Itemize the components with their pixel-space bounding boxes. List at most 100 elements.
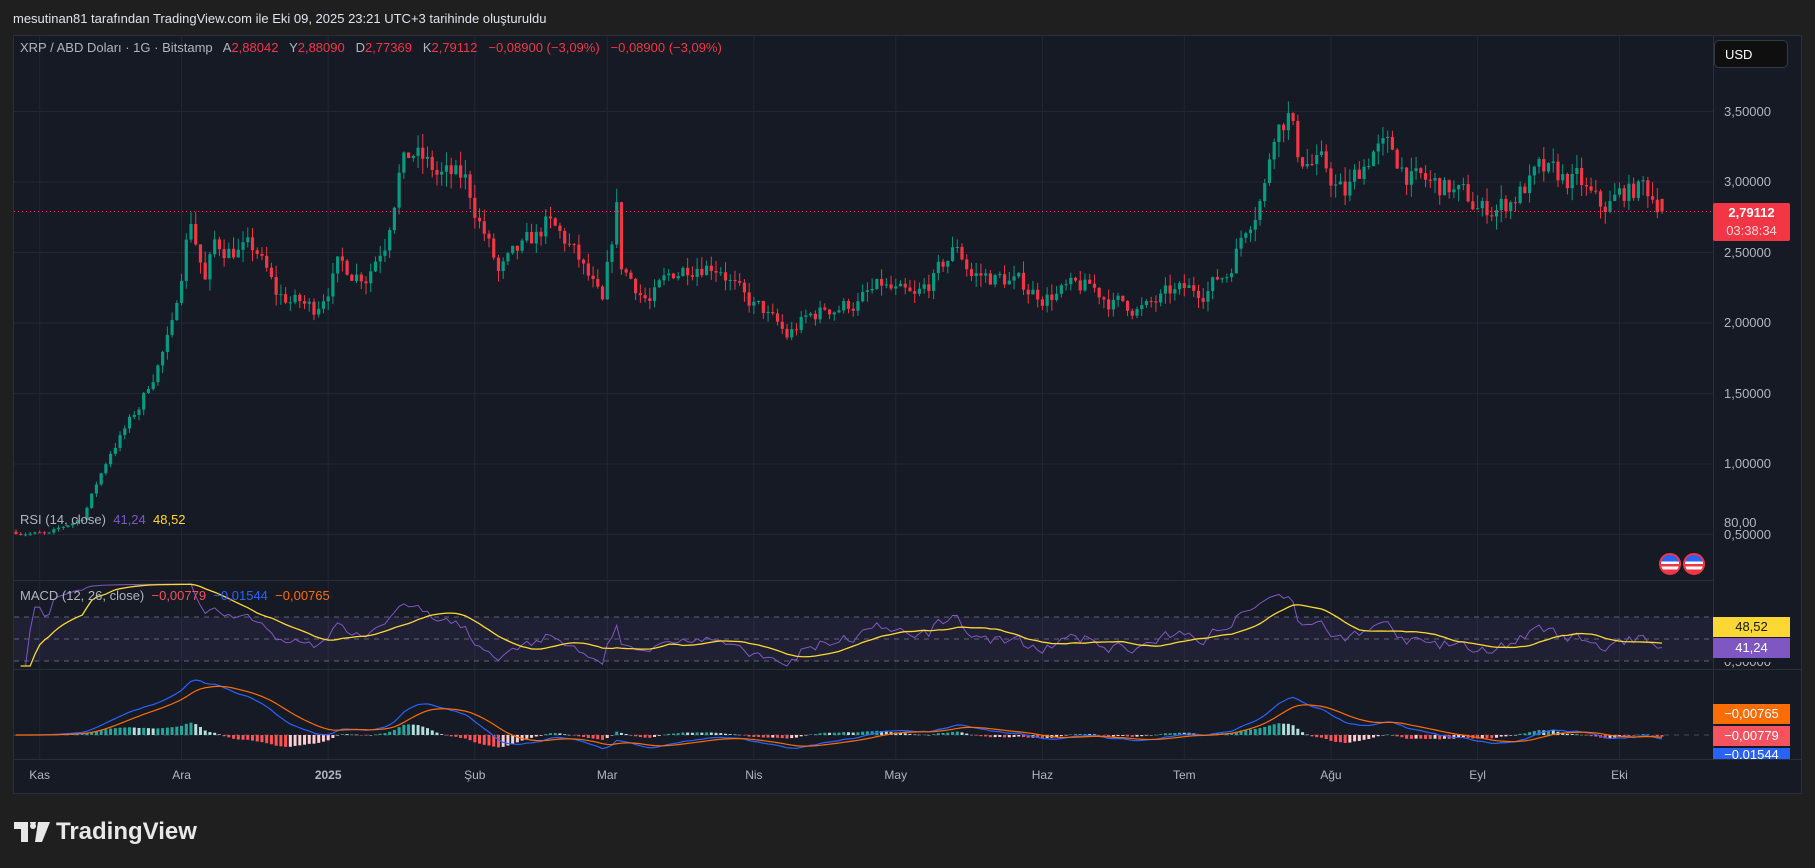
us-flag-event-icon[interactable] — [1683, 553, 1705, 575]
candle — [260, 247, 264, 261]
macd-histogram-bar — [752, 735, 756, 737]
macd-histogram-bar — [463, 735, 467, 739]
price-axis-label: 1,50000 — [1724, 385, 1771, 401]
candle — [255, 247, 259, 259]
macd-histogram-bar — [761, 735, 765, 738]
candle — [369, 263, 373, 292]
us-flag-event-icon[interactable] — [1659, 553, 1681, 575]
macd-histogram-bar — [1532, 731, 1536, 735]
macd-histogram-bar — [515, 735, 519, 743]
macd-histogram-bar — [478, 735, 482, 744]
macd-histogram-bar — [251, 735, 254, 741]
high-label: Y — [289, 40, 298, 55]
rsi-title[interactable]: RSI (14, close) — [20, 512, 106, 527]
candle — [553, 217, 557, 227]
candle — [927, 274, 931, 299]
candle — [1125, 300, 1130, 317]
candle — [629, 269, 633, 280]
macd-histogram-bar — [1381, 735, 1385, 736]
macd-histogram-bar — [269, 735, 273, 745]
macd-histogram-bar — [307, 735, 311, 744]
candle — [1163, 277, 1167, 304]
macd-histogram-bar — [1424, 735, 1428, 739]
candle — [733, 270, 737, 290]
candle — [1230, 268, 1234, 282]
time-axis-label: May — [884, 768, 908, 782]
candle — [1546, 162, 1551, 174]
macd-histogram-bar — [1428, 735, 1432, 739]
chart-container[interactable]: XRP / ABD Doları · 1G · Bitstamp A2,8804… — [13, 35, 1802, 794]
candle — [454, 159, 458, 176]
macd-histogram-bar — [336, 735, 340, 736]
candle — [71, 522, 75, 529]
candle — [690, 266, 694, 281]
macd-histogram-bar — [459, 735, 463, 738]
macd-histogram-bar — [1263, 726, 1267, 735]
macd-histogram-bar — [303, 735, 307, 745]
macd-histogram-bar — [1476, 735, 1480, 739]
candle — [1565, 172, 1570, 195]
macd-histogram-bar — [180, 725, 184, 735]
time-axis-label: Eyl — [1469, 768, 1486, 782]
macd-histogram-bar — [473, 735, 477, 743]
macd-histogram-bar — [1083, 734, 1087, 735]
candle — [582, 258, 586, 275]
macd-histogram-bar — [321, 735, 325, 742]
macd-histogram-bar — [686, 732, 690, 735]
currency-button[interactable]: USD — [1714, 40, 1788, 68]
candle — [1475, 195, 1480, 210]
macd-histogram-bar — [397, 727, 401, 735]
time-axis-border — [14, 759, 1801, 760]
macd-histogram-bar — [132, 727, 136, 735]
macd-histogram-bar — [255, 735, 259, 742]
candle — [922, 277, 926, 294]
macd-histogram-bar — [690, 732, 694, 735]
macd-title[interactable]: MACD (12, 26, close) — [20, 588, 145, 603]
candle — [1499, 185, 1503, 223]
candle — [156, 364, 160, 386]
macd-histogram-bar — [1092, 734, 1096, 735]
macd-histogram-bar — [383, 733, 387, 735]
time-axis-label: Ağu — [1320, 768, 1342, 782]
macd-histogram-bar — [1513, 735, 1517, 736]
chart-canvas[interactable] — [14, 36, 1802, 794]
tradingview-logo[interactable]: TradingView — [14, 818, 197, 846]
macd-histogram-bar — [506, 735, 510, 746]
macd-histogram-bar — [298, 735, 302, 746]
macd-histogram-bar — [1097, 735, 1101, 736]
macd-histogram-bar — [525, 735, 529, 739]
candle — [425, 146, 430, 168]
candle — [179, 273, 184, 306]
candle — [1556, 153, 1560, 187]
candle — [1088, 273, 1092, 284]
candle — [634, 277, 638, 301]
macd-histogram-bar — [369, 735, 373, 736]
macd-histogram-bar — [988, 735, 992, 738]
candle — [1334, 174, 1338, 198]
macd-histogram-bar — [865, 731, 869, 735]
candle — [1352, 164, 1357, 190]
candle — [1480, 197, 1484, 217]
macd-histogram-bar — [776, 735, 780, 738]
candle — [1570, 163, 1574, 201]
macd-histogram-bar — [558, 733, 562, 735]
candle — [1121, 295, 1125, 303]
candle — [435, 161, 439, 186]
rsi-legend: RSI (14, close) 41,24 48,52 — [20, 512, 186, 527]
macd-histogram-bar — [1154, 734, 1158, 736]
macd-histogram-bar — [804, 735, 808, 736]
symbol-name[interactable]: XRP / ABD Doları · 1G · Bitstamp — [20, 40, 213, 55]
candle — [969, 262, 974, 281]
candle — [984, 268, 988, 283]
macd-histogram-bar — [1149, 735, 1153, 736]
candle — [1055, 285, 1059, 302]
close-value: 2,79112 — [431, 40, 478, 55]
macd-histogram-bar — [979, 735, 983, 737]
candle — [113, 442, 117, 457]
candle — [222, 239, 226, 267]
macd-histogram-bar — [601, 735, 605, 740]
candle — [312, 298, 316, 321]
candle — [624, 267, 628, 277]
macd-histogram-bar — [548, 733, 552, 735]
macd-histogram-bar — [870, 731, 874, 735]
